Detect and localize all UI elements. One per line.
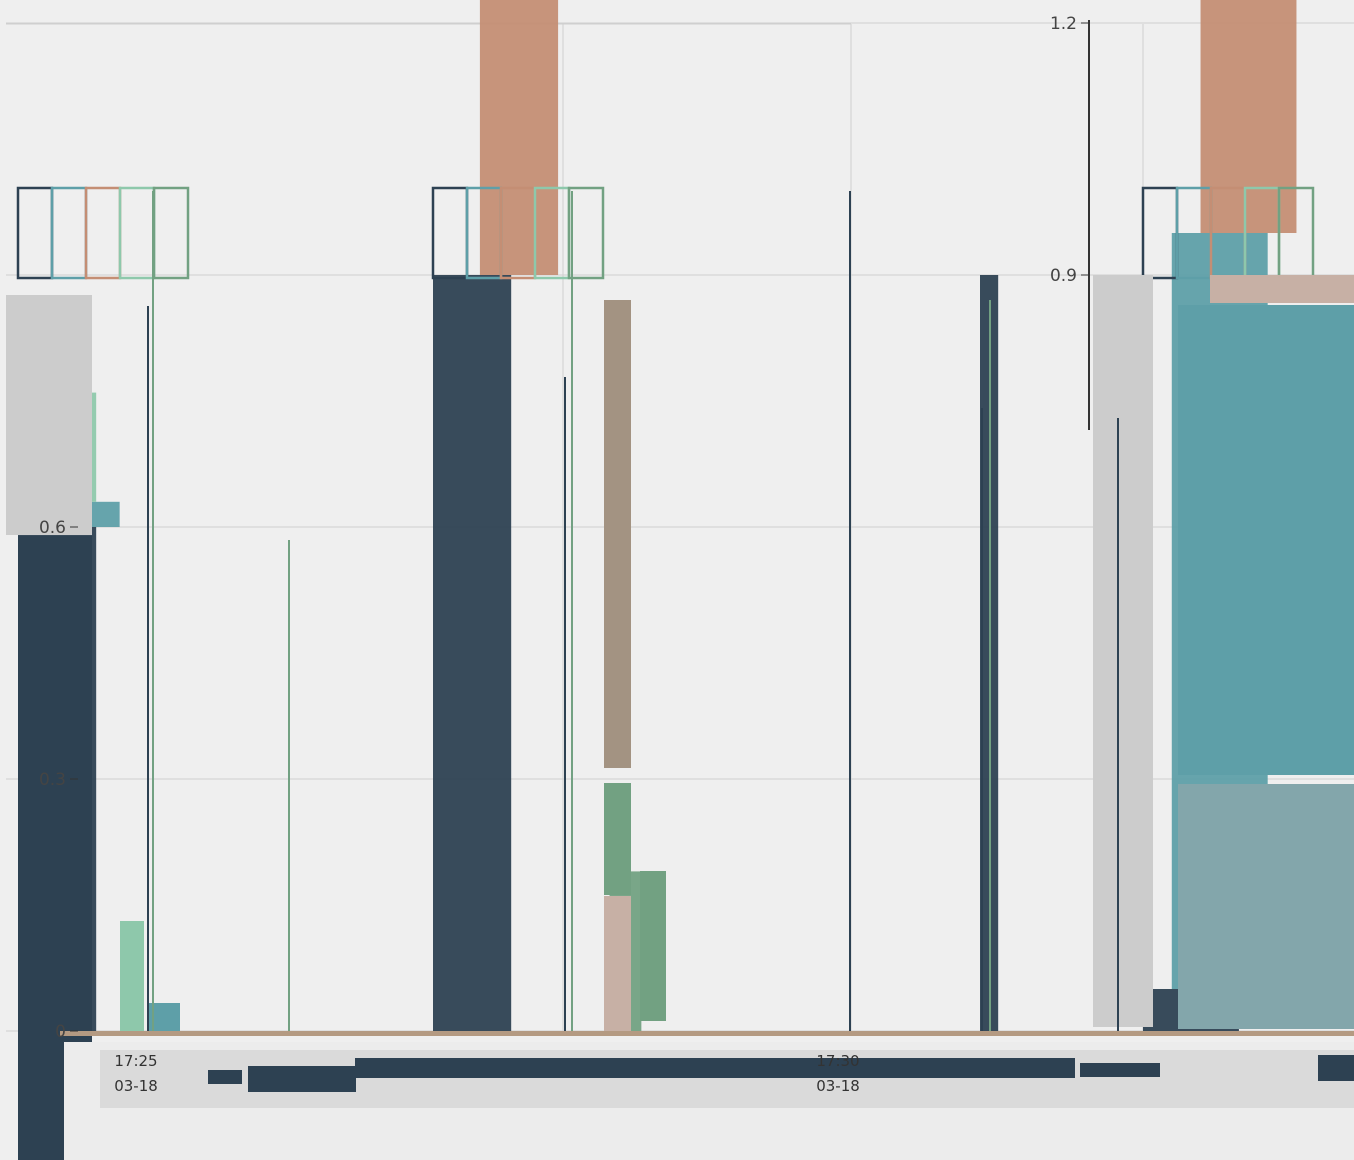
bar-segment [1200,0,1297,233]
slider-handle-left [208,1070,242,1084]
bar-segment-green-2 [640,871,666,1021]
y-tick-label: 0.9 [1050,266,1077,286]
bar-layer [6,0,1354,1160]
bar-segment-grey-left [6,295,92,535]
slider-range [248,1066,356,1092]
bar-segment [479,0,559,275]
bar-outline [16,186,54,280]
x-tick-date: 03-18 [114,1077,158,1095]
bar-segment-rose-mid [604,896,631,1031]
bar-segment-slate [1178,784,1354,1029]
bar-outline [50,186,88,280]
slider-range [355,1058,1075,1078]
bar-segment-green [604,783,631,895]
x-tick-time: 17:25 [114,1052,157,1070]
y-tick-label: 1.2 [1050,14,1077,34]
y-tick-label: 0.3 [39,770,66,790]
y-tick-label: 0 [55,1022,66,1042]
bar-outline [431,186,469,280]
slider-handle-right [1318,1055,1354,1081]
bar-segment-grey [1093,275,1153,1027]
bar-segment-rose [1210,275,1354,303]
y-axis: 0 0.3 0.6 0.9 1.2 [39,14,1090,1042]
bar-segment-taupe [604,300,631,768]
bar-segment-teal-small [149,1003,180,1031]
y-tick-label: 0.6 [39,518,66,538]
x-tick-date: 03-18 [816,1077,860,1095]
baseline [60,1031,1354,1036]
bar-segment [433,275,512,1031]
bar-outline [84,186,122,280]
time-range-slider[interactable]: 17:25 03-18 17:30 03-18 [64,1042,1354,1160]
bar-outline [152,186,190,280]
bar-outline [567,186,605,280]
x-tick-time: 17:30 [816,1052,859,1070]
slider-range [1080,1063,1160,1077]
bar-outline [118,186,156,280]
bar-segment-mint [120,921,144,1031]
bar-segment-teal [1178,305,1354,775]
